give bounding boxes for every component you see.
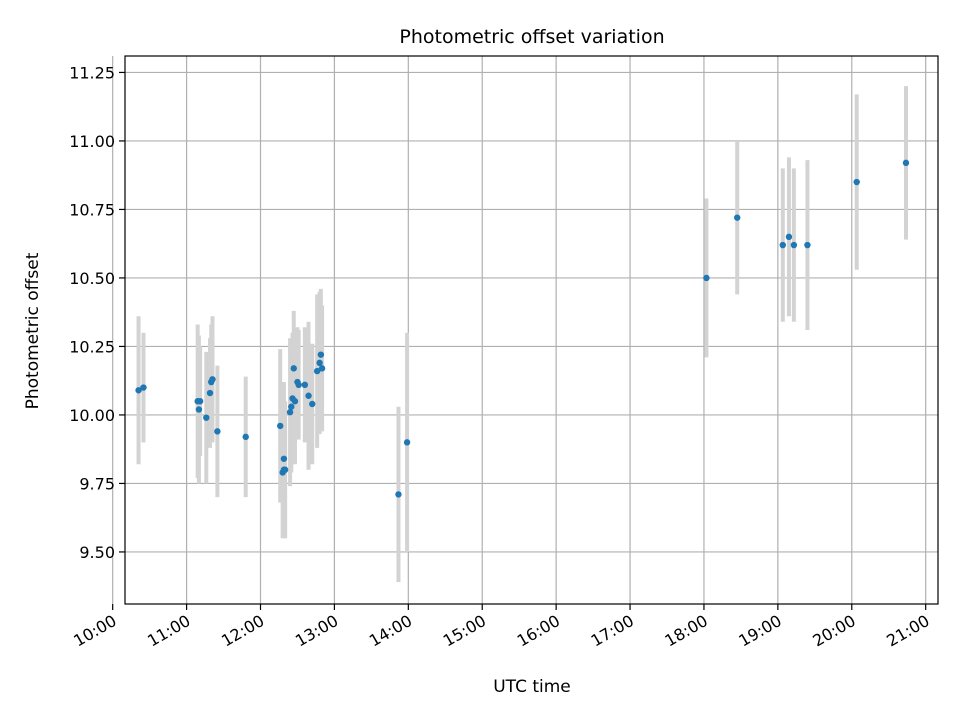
data-point xyxy=(214,428,221,435)
y-tick-label: 10.50 xyxy=(69,269,115,288)
y-tick-label: 9.50 xyxy=(79,543,115,562)
data-point xyxy=(135,387,142,394)
data-point xyxy=(853,178,860,186)
data-point xyxy=(286,409,294,416)
y-tick-label: 10.00 xyxy=(69,406,115,425)
data-point xyxy=(403,439,411,446)
y-tick-label: 11.00 xyxy=(69,132,115,151)
gridlines xyxy=(112,56,938,604)
data-point xyxy=(195,406,203,413)
data-point xyxy=(804,241,811,249)
data-point xyxy=(301,381,309,388)
data-point xyxy=(277,422,284,430)
data-point xyxy=(790,241,798,249)
data-point xyxy=(318,365,326,372)
data-points xyxy=(135,159,910,498)
data-point xyxy=(779,241,786,249)
data-point xyxy=(309,400,316,408)
data-point xyxy=(242,433,249,441)
data-point xyxy=(902,159,910,167)
data-point xyxy=(280,455,288,462)
data-point xyxy=(703,274,710,282)
data-point xyxy=(291,398,299,405)
data-point xyxy=(281,466,289,473)
y-tick-label: 9.75 xyxy=(79,474,115,493)
data-point xyxy=(313,367,321,375)
y-tick-label: 10.25 xyxy=(69,337,115,356)
data-point xyxy=(209,376,216,383)
data-point xyxy=(203,414,210,421)
y-axis-title: Photometric offset xyxy=(23,252,43,409)
data-point xyxy=(316,359,323,367)
data-point xyxy=(305,392,312,399)
data-point xyxy=(734,214,741,221)
x-axis-title: UTC time xyxy=(493,677,571,697)
y-tick-label: 11.25 xyxy=(69,63,115,82)
y-axis: 9.50 9.75 10.00 10.25 10.50 10.75 11.00 11.25 xyxy=(69,63,125,562)
plot-frame xyxy=(124,55,939,605)
data-point xyxy=(196,398,204,405)
data-point xyxy=(140,384,147,391)
data-point xyxy=(290,365,297,372)
chart-title: Photometric offset variation xyxy=(399,26,664,48)
data-point xyxy=(317,351,325,358)
data-point xyxy=(295,381,302,388)
data-point xyxy=(288,403,295,410)
y-tick-label: 10.75 xyxy=(69,200,115,219)
data-point xyxy=(785,233,793,241)
data-point xyxy=(206,389,214,397)
data-point xyxy=(395,491,402,498)
